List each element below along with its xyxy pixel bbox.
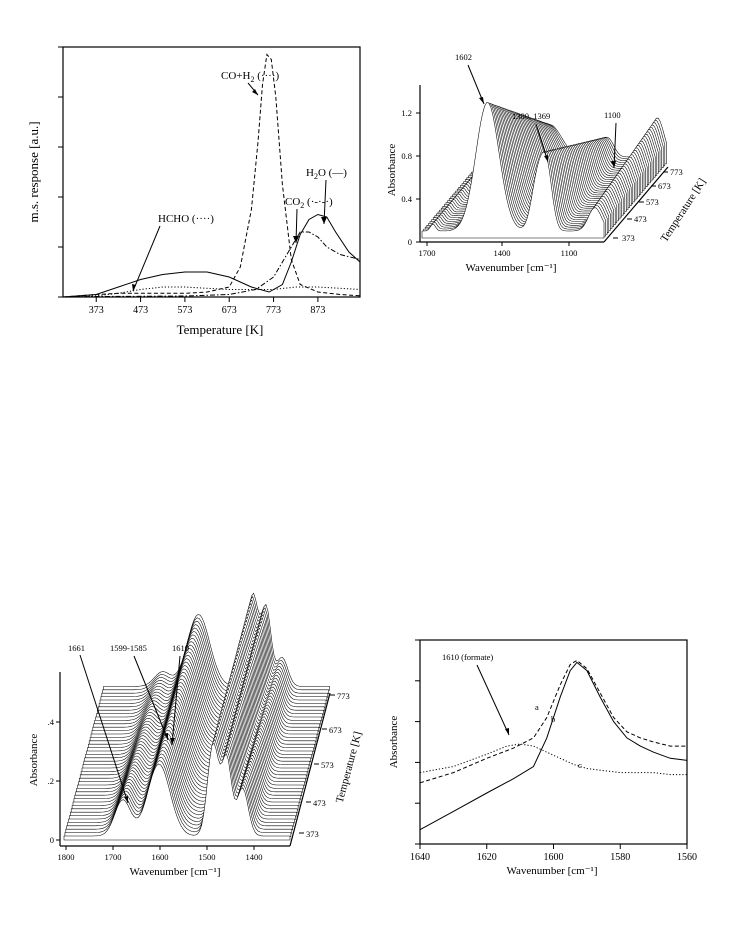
ir-top-spectra [421, 102, 667, 239]
tpd-x-tick-label-3: 673 [222, 305, 237, 316]
ir-bottom-y-ticks: 0 .2 .4 [48, 717, 60, 845]
deconv-x-ticks: 1640 1620 1600 1580 1560 [410, 844, 697, 863]
svg-text:CO+H2 (····): CO+H2 (····) [221, 70, 280, 84]
tpd-series-1 [62, 53, 361, 298]
svg-text:1380, 1369: 1380, 1369 [512, 111, 550, 121]
deconv-x-axis-title: Wavenumber [cm⁻¹] [507, 865, 598, 877]
ir-top-z-axis [603, 166, 669, 243]
svg-text:0: 0 [50, 835, 54, 845]
ir-bottom-spectrum-0 [63, 742, 291, 841]
svg-text:1400: 1400 [246, 852, 263, 862]
deconv-series-0 [419, 659, 687, 784]
tpd-annotation-hcho: HCHO (····) [132, 213, 214, 292]
svg-text:573: 573 [321, 760, 334, 770]
tpd-x-tick-label-0: 373 [89, 305, 104, 316]
deconv-annotation-formate: 1610 (formate) [442, 652, 510, 736]
svg-text:0.4: 0.4 [401, 194, 412, 204]
ir-bottom-annotation-1661: 1661 [68, 643, 129, 804]
deconv-plot-frame [419, 639, 688, 845]
tpd-x-axis-title: Temperature [K] [177, 322, 264, 337]
tpd-x-tick-label-2: 573 [177, 305, 192, 316]
svg-text:1100: 1100 [604, 110, 621, 120]
deconv-series-1 [419, 661, 688, 831]
svg-text:CO2 (·-·-·): CO2 (·-·-·) [285, 196, 333, 210]
ir-bottom-spectra [63, 592, 330, 841]
tpd-plot-frame [62, 46, 361, 298]
svg-text:573: 573 [646, 197, 659, 207]
ir-top-y-ticks: 0 0.4 0.8 1.2 [401, 108, 420, 247]
deconv-y-axis-title: Absorbance [388, 716, 400, 769]
svg-text:0: 0 [408, 237, 412, 247]
svg-text:.2: .2 [48, 776, 54, 786]
svg-text:473: 473 [634, 214, 647, 224]
tpd-annotation-h2o: H2O (—) [306, 167, 347, 225]
svg-text:673: 673 [329, 725, 342, 735]
ir-bottom-z-ticks: 373 473 573 673 773 [299, 691, 350, 839]
svg-text:1602: 1602 [455, 52, 472, 62]
ir-bottom-annotation-1610: 1610 [170, 643, 189, 746]
svg-text:773: 773 [337, 691, 350, 701]
deconv-series-2 [419, 743, 687, 776]
svg-text:.4: .4 [48, 717, 55, 727]
svg-text:673: 673 [658, 181, 671, 191]
svg-text:1610: 1610 [172, 643, 189, 653]
svg-text:473: 473 [313, 798, 326, 808]
tpd-y-axis-title: m.s. response [a.u.] [26, 121, 41, 222]
deconv-x-tick-label-1: 1620 [477, 852, 497, 863]
ir-bottom-y-axis-title: Absorbance [28, 734, 40, 787]
tpd-x-ticks: 373 473 573 673 773 873 [89, 297, 325, 316]
svg-text:373: 373 [306, 829, 319, 839]
svg-text:H2O (—): H2O (—) [306, 167, 347, 181]
ir-top-x-axis-title: Wavenumber [cm⁻¹] [466, 262, 557, 274]
svg-text:1661: 1661 [68, 643, 85, 653]
ir-bottom-z-axis [289, 692, 331, 847]
ir-bottom-annotation-1599-1585: 1599-1585 [110, 643, 169, 741]
deconv-series-group [419, 659, 688, 831]
deconv-label-c: c [578, 760, 582, 770]
svg-text:0.8: 0.8 [401, 151, 412, 161]
ir-bottom-x-ticks: 1800 1700 1600 1500 1400 [58, 846, 263, 862]
svg-text:1100: 1100 [561, 248, 578, 258]
deconv-y-ticks [415, 639, 420, 845]
tpd-x-tick-label-5: 873 [310, 305, 325, 316]
tpd-x-tick-label-4: 773 [266, 305, 281, 316]
ir-top-annotation-1602: 1602 [455, 52, 485, 105]
deconv-x-tick-label-0: 1640 [410, 852, 430, 863]
svg-text:1700: 1700 [105, 852, 122, 862]
ir-top-z-ticks: 373 473 573 673 773 [613, 167, 683, 243]
ir-top-spectrum-0 [421, 102, 605, 239]
svg-text:1400: 1400 [494, 248, 511, 258]
svg-text:1700: 1700 [419, 248, 436, 258]
svg-text:1.2: 1.2 [401, 108, 412, 118]
tpd-y-ticks [58, 46, 63, 298]
ir-top-chart: 0 0.4 0.8 1.2 1700 1400 1100 373 473 573… [386, 52, 709, 274]
svg-text:1600: 1600 [152, 852, 169, 862]
deconv-x-tick-label-4: 1560 [677, 852, 697, 863]
svg-text:1599-1585: 1599-1585 [110, 643, 147, 653]
tpd-annotation-co2: CO2 (·-·-·) [285, 196, 333, 244]
svg-text:1500: 1500 [199, 852, 216, 862]
svg-text:773: 773 [670, 167, 683, 177]
deconv-x-tick-label-3: 1580 [610, 852, 630, 863]
svg-text:1800: 1800 [58, 852, 75, 862]
ir-top-annotation-1100: 1100 [604, 110, 621, 169]
tpd-annotation-co-h2: CO+H2 (····) [221, 70, 280, 96]
svg-text:1610 (formate): 1610 (formate) [442, 652, 493, 662]
deconv-label-a: a [535, 702, 539, 712]
deconv-label-b: b [551, 714, 555, 724]
deconv-x-tick-label-2: 1600 [544, 852, 564, 863]
svg-text:373: 373 [622, 233, 635, 243]
ir-top-annotation-1380-1369: 1380, 1369 [512, 111, 550, 163]
svg-text:HCHO (····): HCHO (····) [158, 213, 214, 225]
tpd-chart: 373 473 573 673 773 873 Temperature [K] m.s. … [26, 46, 361, 337]
tpd-x-tick-label-1: 473 [133, 305, 148, 316]
ir-top-x-ticks: 1700 1400 1100 [419, 242, 578, 258]
ir-top-y-axis-title: Absorbance [386, 144, 398, 197]
tpd-series-2 [62, 231, 361, 298]
ir-bottom-x-axis-title: Wavenumber [cm⁻¹] [130, 866, 221, 878]
